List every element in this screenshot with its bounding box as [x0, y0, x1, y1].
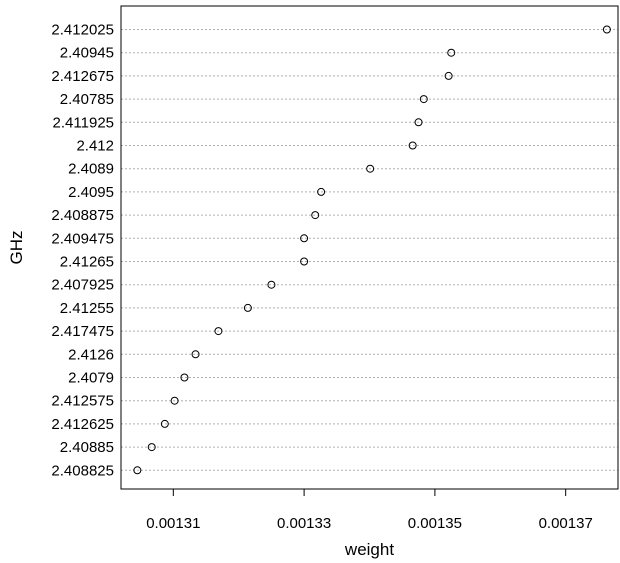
y-tick-label: 2.412625 — [51, 416, 114, 433]
y-tick-label: 2.412575 — [51, 393, 114, 410]
data-point — [267, 280, 276, 289]
data-point — [160, 419, 169, 428]
data-point — [317, 187, 326, 196]
x-tick-label: 0.00131 — [146, 515, 200, 532]
data-point — [311, 211, 320, 220]
data-point — [191, 350, 200, 359]
data-point — [366, 164, 375, 173]
y-axis-title: GHz — [7, 231, 26, 265]
data-point — [214, 327, 223, 336]
data-point — [408, 141, 417, 150]
data-point — [602, 25, 611, 34]
y-tick-label: 2.40945 — [60, 45, 114, 62]
y-tick-label: 2.412675 — [51, 68, 114, 85]
data-point — [300, 257, 309, 266]
y-tick-label: 2.407925 — [51, 277, 114, 294]
x-axis-title: weight — [344, 540, 394, 559]
data-point — [147, 443, 156, 452]
y-tick-label: 2.417475 — [51, 323, 114, 340]
y-tick-label: 2.4079 — [68, 370, 114, 387]
y-tick-label: 2.411925 — [53, 114, 114, 131]
x-tick-label: 0.00135 — [408, 515, 462, 532]
data-point — [133, 466, 142, 475]
data-points — [133, 25, 611, 475]
y-tick-label: 2.409475 — [51, 230, 114, 247]
y-tick-label: 2.40885 — [60, 439, 114, 456]
x-tick-label: 0.00133 — [277, 515, 331, 532]
y-tick-label: 2.4095 — [68, 184, 114, 201]
gridlines — [121, 29, 618, 471]
y-tick-label: 2.412025 — [51, 22, 114, 39]
y-tick-label: 2.41265 — [60, 254, 114, 271]
data-point — [414, 118, 423, 127]
x-tick-label: 0.00137 — [539, 515, 593, 532]
data-point — [170, 396, 179, 405]
data-point — [243, 303, 252, 312]
data-point — [444, 71, 453, 80]
y-tick-label: 2.40785 — [60, 91, 114, 108]
data-point — [300, 234, 309, 243]
data-point — [447, 48, 456, 57]
y-tick-labels: 2.412025 2.40945 2.412675 2.40785 2.411925 2.… — [51, 22, 114, 480]
data-point — [180, 373, 189, 382]
plot-frame — [120, 5, 619, 490]
data-point — [419, 95, 428, 104]
y-tick-label: 2.4126 — [68, 346, 114, 363]
y-tick-label: 2.408825 — [51, 462, 114, 479]
y-tick-label: 2.41255 — [60, 300, 114, 317]
x-axis: 0.00131 0.00133 0.00135 0.00137 — [146, 489, 593, 532]
y-tick-label: 2.408875 — [51, 207, 114, 224]
y-tick-label: 2.4089 — [68, 161, 114, 178]
y-tick-label: 2.412 — [76, 138, 114, 155]
